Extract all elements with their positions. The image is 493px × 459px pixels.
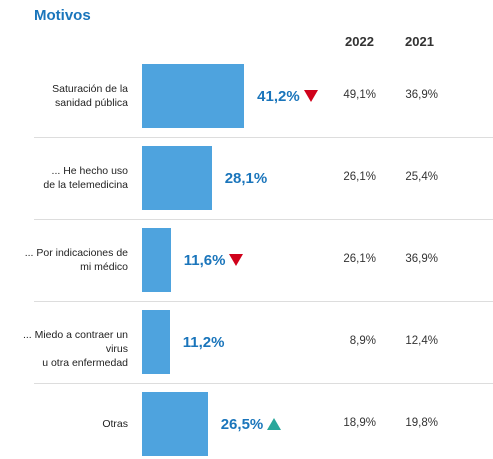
bar bbox=[142, 146, 212, 210]
value-text: 26,5% bbox=[220, 415, 264, 433]
row-separator bbox=[34, 137, 493, 138]
trend-down-icon bbox=[303, 90, 318, 102]
value-text: 11,6% bbox=[183, 251, 226, 269]
value-2021: 25,4% bbox=[405, 171, 438, 183]
value-text: 28,1% bbox=[224, 169, 268, 187]
trend-down-icon bbox=[229, 254, 244, 266]
row-separator bbox=[34, 383, 493, 384]
category-label-line: u otra enfermedad bbox=[42, 357, 128, 369]
value-2022: 8,9% bbox=[349, 335, 376, 347]
trend-up-icon bbox=[267, 418, 282, 430]
category-label-line: ... He hecho uso bbox=[51, 165, 128, 177]
category-label-line: Saturación de la bbox=[52, 83, 128, 95]
category-label: ... He hecho uso de la telemedicina bbox=[0, 164, 128, 192]
bar bbox=[142, 228, 171, 292]
category-label-line: ... Por indicaciones de bbox=[24, 247, 128, 259]
value-label: 41,2% bbox=[257, 86, 318, 106]
value-text: 11,2% bbox=[182, 333, 225, 351]
row-separator bbox=[34, 219, 493, 220]
chart-title: Motivos bbox=[34, 7, 91, 24]
category-label: ... Por indicaciones de mi médico bbox=[0, 246, 128, 274]
bar bbox=[142, 64, 245, 128]
value-2022: 26,1% bbox=[343, 253, 376, 265]
value-label: 28,1% bbox=[225, 168, 268, 188]
column-header-2022: 2022 bbox=[345, 34, 374, 49]
category-label: Otras bbox=[0, 417, 128, 431]
category-label-line: ... Miedo a contraer un virus bbox=[22, 329, 128, 355]
value-text: 41,2% bbox=[257, 87, 300, 105]
category-label-line: sanidad pública bbox=[55, 97, 128, 109]
bar bbox=[142, 310, 170, 374]
value-2022: 49,1% bbox=[343, 89, 376, 101]
value-2021: 36,9% bbox=[405, 89, 438, 101]
category-label-line: Otras bbox=[102, 418, 128, 430]
value-2021: 19,8% bbox=[405, 417, 438, 429]
value-2022: 18,9% bbox=[343, 417, 376, 429]
column-header-2021: 2021 bbox=[405, 34, 434, 49]
value-label: 11,2% bbox=[183, 332, 225, 352]
category-label-line: mi médico bbox=[80, 261, 128, 273]
value-2022: 26,1% bbox=[343, 171, 376, 183]
value-2021: 12,4% bbox=[405, 335, 438, 347]
category-label-line: de la telemedicina bbox=[43, 179, 128, 191]
value-label: 11,6% bbox=[184, 250, 244, 270]
row-separator bbox=[34, 301, 493, 302]
category-label: ... Miedo a contraer un virus u otra enfe… bbox=[0, 328, 128, 370]
bar bbox=[142, 392, 208, 456]
category-label: Saturación de la sanidad pública bbox=[0, 82, 128, 110]
value-2021: 36,9% bbox=[405, 253, 438, 265]
value-label: 26,5% bbox=[221, 414, 282, 434]
